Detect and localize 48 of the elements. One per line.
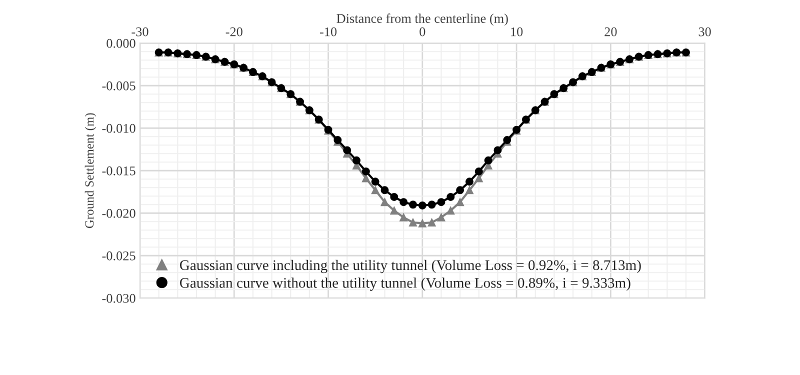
x-tick-label: -10 <box>320 27 337 36</box>
point <box>437 198 446 206</box>
x-axis-title: Distance from the centerline (m) <box>336 14 508 26</box>
point <box>380 186 389 194</box>
point <box>371 186 380 194</box>
x-tick-label: 30 <box>698 27 711 36</box>
legend-label: Gaussian curve without the utility tunnel (Volume Loss = 0.89%, i = 9.333m) <box>180 278 630 291</box>
point <box>371 178 380 186</box>
point <box>484 156 492 164</box>
point <box>494 146 502 154</box>
y-tick-label: -0.010 <box>102 124 136 133</box>
point <box>343 146 352 154</box>
x-tick-label: -30 <box>132 27 148 36</box>
point <box>362 167 370 176</box>
point <box>474 167 483 176</box>
point <box>446 192 455 201</box>
point <box>437 213 446 222</box>
point <box>446 206 455 215</box>
point <box>390 192 398 201</box>
y-tick-label: -0.020 <box>102 208 136 218</box>
point <box>352 156 360 164</box>
y-tick-label: -0.030 <box>102 294 136 303</box>
point <box>456 186 464 194</box>
point <box>465 178 474 186</box>
point <box>428 218 436 226</box>
y-tick-label: -0.025 <box>102 251 136 260</box>
point <box>474 174 483 182</box>
point <box>456 198 464 206</box>
point <box>428 200 436 209</box>
point <box>408 200 417 209</box>
point <box>390 206 398 215</box>
point <box>400 213 408 222</box>
point <box>418 201 426 210</box>
y-tick-label: -0.005 <box>102 81 136 90</box>
y-axis-title: Ground Settlement (m) <box>84 113 96 228</box>
point <box>408 218 417 226</box>
point <box>362 174 370 182</box>
x-tick-label: 20 <box>604 27 617 36</box>
point <box>380 198 389 206</box>
y-tick-label: 0.000 <box>106 38 136 48</box>
y-tick-label: -0.015 <box>102 166 136 176</box>
point <box>400 198 408 206</box>
x-tick-label: 0 <box>420 27 426 36</box>
point <box>465 186 474 194</box>
x-tick-label: 10 <box>511 27 523 36</box>
legend-label: Gaussian curve including the utility tunnel (Volume Loss = 0.92%, i = 8.713m) <box>180 260 641 274</box>
point <box>418 219 426 228</box>
x-tick-label: -20 <box>226 27 242 36</box>
